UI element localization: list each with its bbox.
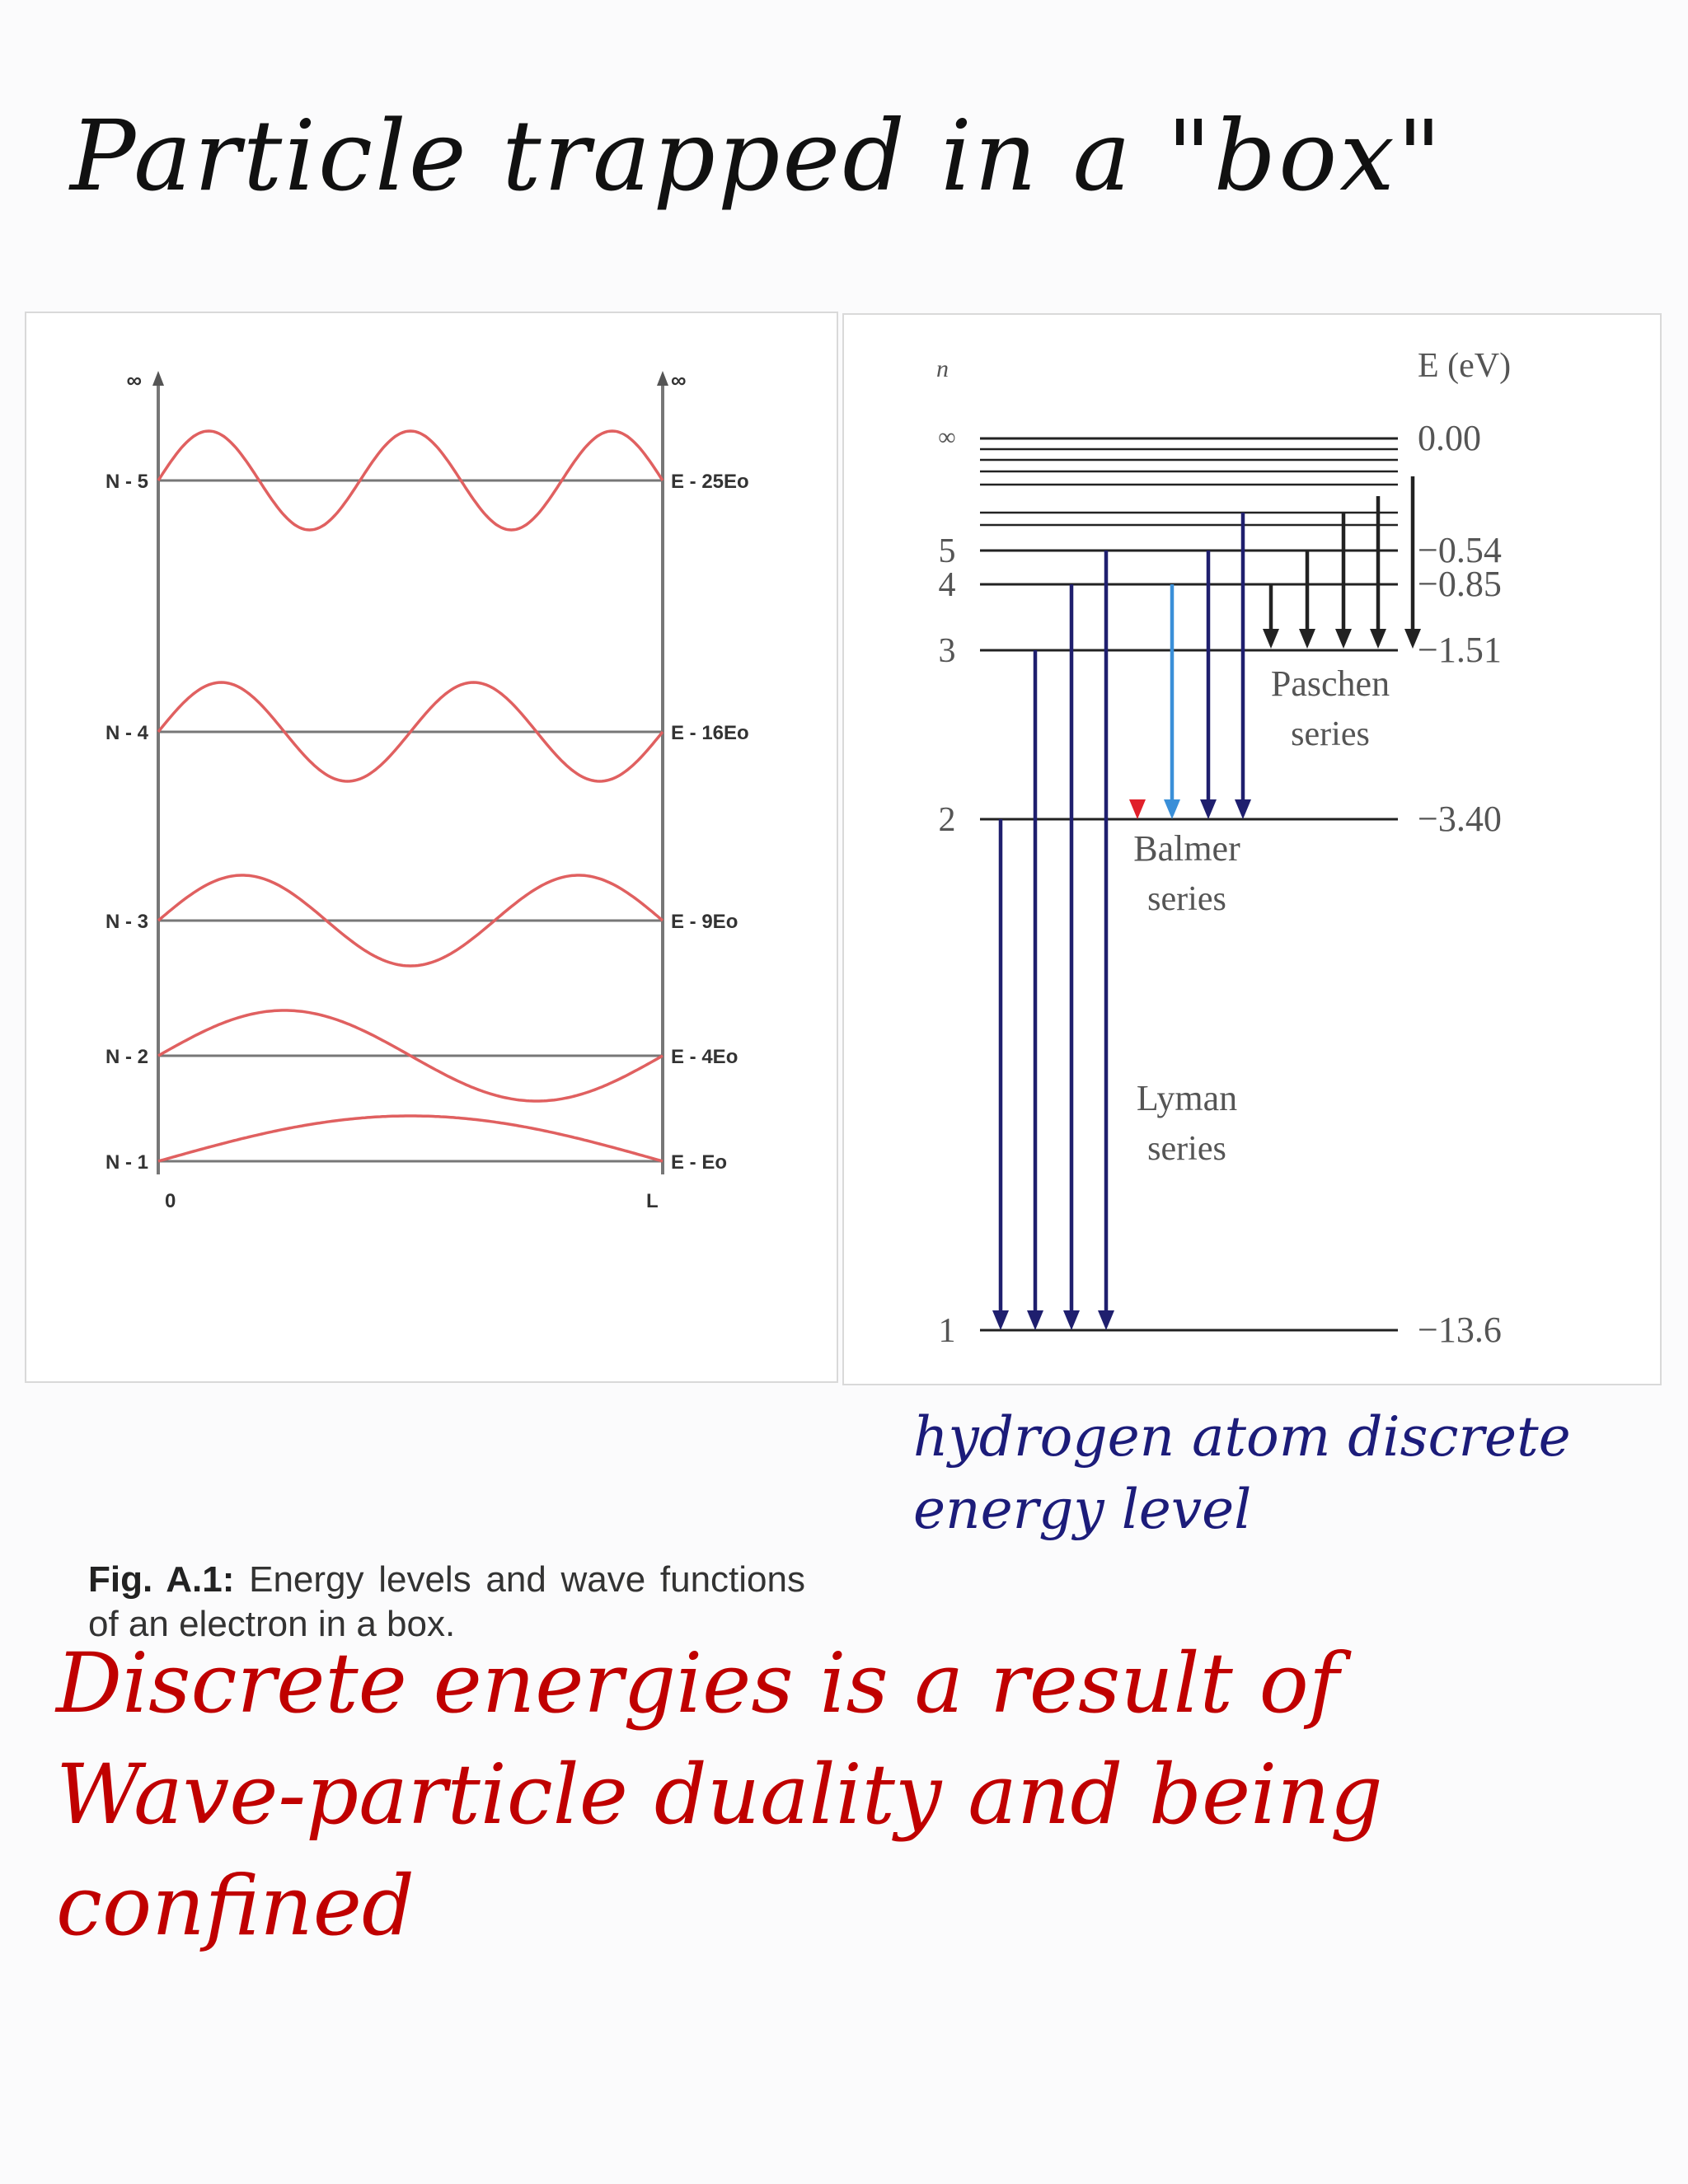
left-wall-arrowhead xyxy=(152,371,164,386)
series-word: series xyxy=(1147,1130,1226,1168)
n-level-label: ∞ xyxy=(938,424,955,451)
n-level-label: N - 5 xyxy=(106,471,148,493)
x-end-label: L xyxy=(646,1190,659,1212)
paschen-arrow-head xyxy=(1263,629,1279,649)
hydrogen-note-line-2: energy level xyxy=(913,1478,1252,1541)
energy-value-label: −13.6 xyxy=(1418,1310,1502,1350)
n-axis-label: n xyxy=(936,355,949,382)
discrete-note-line-1: Discrete energies is a result of xyxy=(56,1635,1339,1732)
infinity-left: ∞ xyxy=(126,368,142,392)
paschen-arrow-head xyxy=(1335,629,1352,649)
energy-label: E - 9Eo xyxy=(671,911,738,933)
particle-in-box-figure: ∞ ∞ N - 5 E - 25Eo N - 4 E - 16Eo N - 3 E - 9… xyxy=(25,312,838,1644)
lyman-arrow-head xyxy=(992,1310,1009,1330)
energy-value-label: −1.51 xyxy=(1418,630,1502,670)
right-wall-arrowhead xyxy=(657,371,668,386)
n-level-label: 2 xyxy=(939,801,956,839)
n-level-label: N - 1 xyxy=(106,1151,148,1174)
lyman-arrow-head xyxy=(1027,1310,1043,1330)
lyman-arrow-head xyxy=(1063,1310,1080,1330)
box-diagram: ∞ ∞ N - 5 E - 25Eo N - 4 E - 16Eo N - 3 E - 9… xyxy=(106,368,749,1212)
x-start-label: 0 xyxy=(165,1190,176,1212)
energy-value-label: −0.54 xyxy=(1418,530,1502,570)
infinity-right: ∞ xyxy=(671,368,687,392)
balmer-arrow-head xyxy=(1235,799,1251,819)
energy-label: E - 25Eo xyxy=(671,471,749,493)
hydrogen-levels-figure: n E (eV) ∞ 0.00 5 −0.54 4 −0.85 3 −1.51 2 −3.40 1 −… xyxy=(842,313,1662,1385)
lyman-arrow-head xyxy=(1098,1310,1114,1330)
paschen-arrow-head xyxy=(1370,629,1386,649)
energy-label: E - 4Eo xyxy=(671,1046,738,1068)
n-level-label: 1 xyxy=(939,1312,956,1350)
wave-function-n3 xyxy=(157,874,664,968)
series-word: series xyxy=(1147,880,1226,918)
n-level-label: 4 xyxy=(939,566,956,604)
wave-function-n1 xyxy=(157,1114,663,1163)
energy-label: E - Eo xyxy=(671,1151,727,1174)
page-title: Particle trapped in a "box" xyxy=(70,99,1445,213)
wave-function-n4 xyxy=(157,681,664,783)
paschen-arrow-head xyxy=(1299,629,1315,649)
paschen-arrow-head xyxy=(1404,629,1421,649)
hydrogen-diagram: n E (eV) ∞ 0.00 5 −0.54 4 −0.85 3 −1.51 2 −3.40 1 −… xyxy=(936,347,1511,1350)
series-name: Lyman xyxy=(1137,1078,1237,1118)
energy-label: E - 16Eo xyxy=(671,722,749,744)
caption-text: Energy levels and wave functions of an e… xyxy=(88,1559,805,1644)
balmer-arrow-head xyxy=(1200,799,1217,819)
wave-function-n5 xyxy=(157,429,664,532)
energy-value-label: −3.40 xyxy=(1418,799,1502,839)
balmer-arrow-blue-head xyxy=(1164,799,1180,819)
hydrogen-note: hydrogen atom discrete energy level xyxy=(913,1401,1571,1546)
energy-axis-label: E (eV) xyxy=(1418,347,1511,385)
n-level-label: N - 4 xyxy=(106,722,149,744)
energy-value-label: −0.85 xyxy=(1418,564,1502,604)
balmer-arrow-red-head xyxy=(1129,799,1146,819)
discrete-note-line-3: confined xyxy=(56,1858,415,1954)
discrete-energies-note: Discrete energies is a result of Wave-pa… xyxy=(56,1628,1383,1961)
discrete-note-line-2: Wave-particle duality and being xyxy=(56,1746,1383,1843)
n-level-label: N - 2 xyxy=(106,1046,148,1068)
figure-caption: Fig. A.1: Energy levels and wave functio… xyxy=(88,1558,805,1647)
n-level-label: 5 xyxy=(939,532,956,570)
energy-value-label: 0.00 xyxy=(1418,418,1481,458)
hydrogen-note-line-1: hydrogen atom discrete xyxy=(913,1405,1571,1469)
wave-function-n2 xyxy=(157,1009,663,1103)
n-level-label: N - 3 xyxy=(106,911,148,933)
series-name: Balmer xyxy=(1133,828,1240,869)
n-level-label: 3 xyxy=(939,632,956,670)
series-name: Paschen xyxy=(1271,663,1390,704)
caption-figure-number: Fig. A.1: xyxy=(88,1559,235,1600)
series-word: series xyxy=(1291,715,1370,753)
